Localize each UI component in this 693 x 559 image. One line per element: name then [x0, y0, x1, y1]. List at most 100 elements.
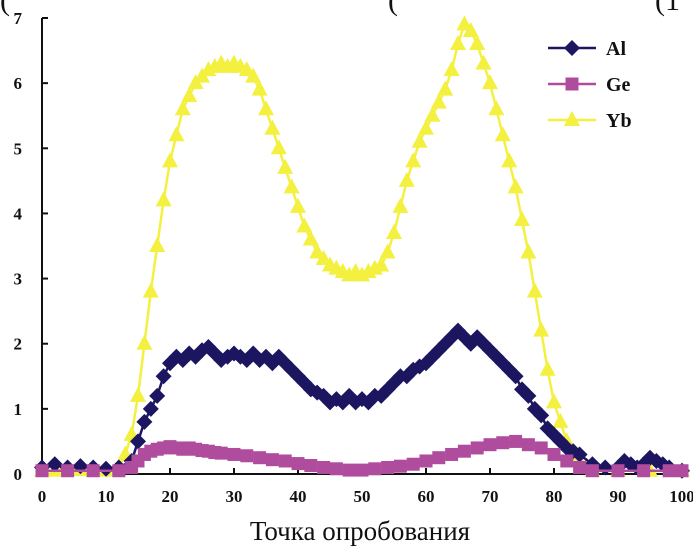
legend-marker: [564, 111, 580, 126]
data-point-al: [149, 388, 165, 404]
data-point-yb: [277, 159, 293, 174]
data-point-ge: [445, 448, 458, 461]
y-tick-label: 2: [14, 335, 23, 354]
y-tick-label: 1: [14, 400, 23, 419]
data-point-ge: [228, 448, 241, 461]
data-point-yb: [264, 120, 280, 135]
legend-entry-al: Al: [548, 38, 626, 60]
data-point-ge: [240, 449, 253, 462]
data-point-yb: [540, 361, 556, 376]
data-point-ge: [381, 461, 394, 474]
legend: Al Ge Yb: [548, 38, 632, 132]
y-tick-label: 0: [14, 465, 23, 484]
data-point-yb: [149, 237, 165, 252]
x-tick-label: 80: [546, 487, 563, 506]
data-point-yb: [392, 198, 408, 213]
data-point-yb: [533, 322, 549, 337]
data-point-yb: [162, 152, 178, 167]
data-point-ge: [535, 441, 548, 454]
data-point-ge: [471, 441, 484, 454]
data-point-yb: [399, 172, 415, 187]
data-point-yb: [412, 133, 428, 148]
data-point-yb: [444, 61, 460, 76]
data-point-yb: [181, 87, 197, 102]
legend-label: Ge: [606, 74, 631, 96]
data-point-ge: [432, 451, 445, 464]
data-point-yb: [290, 198, 306, 213]
data-point-ge: [266, 453, 279, 466]
data-point-ge: [253, 451, 266, 464]
data-point-ge: [279, 454, 292, 467]
cropped-header-text: ( ( (1: [0, 0, 680, 17]
data-point-ge: [368, 462, 381, 475]
data-point-yb: [418, 120, 434, 135]
data-point-al: [136, 414, 152, 430]
data-point-ge: [394, 460, 407, 473]
data-point-ge: [343, 464, 356, 477]
data-point-ge: [484, 438, 497, 451]
y-tick-label: 7: [14, 9, 23, 28]
data-point-ge: [292, 457, 305, 470]
data-point-ge: [215, 447, 228, 460]
data-point-ge: [663, 464, 676, 477]
data-point-ge: [330, 462, 343, 475]
data-point-yb: [424, 107, 440, 122]
data-point-yb: [405, 152, 421, 167]
data-point-ge: [586, 464, 599, 477]
y-tick-label: 5: [14, 139, 23, 158]
legend-marker: [566, 78, 579, 91]
data-point-yb: [143, 283, 159, 298]
data-point-yb: [469, 35, 485, 50]
data-point-ge: [458, 445, 471, 458]
data-point-ge: [356, 464, 369, 477]
x-tick-label: 40: [290, 487, 307, 506]
legend-entry-yb: Yb: [548, 110, 632, 132]
data-point-yb: [482, 74, 498, 89]
data-point-ge: [36, 464, 49, 477]
cropped-header-fragment: (: [388, 0, 398, 17]
data-point-yb: [252, 81, 268, 96]
legend-marker: [564, 40, 580, 56]
data-point-yb: [431, 94, 447, 109]
cropped-header-fragment: (: [0, 0, 10, 17]
legend-entry-ge: Ge: [548, 74, 631, 96]
data-point-ge: [676, 464, 689, 477]
data-point-yb: [156, 191, 172, 206]
x-tick-label: 100: [669, 487, 693, 506]
data-point-ge: [637, 464, 650, 477]
x-tick-label: 70: [482, 487, 499, 506]
data-point-yb: [296, 217, 312, 232]
data-point-yb: [175, 100, 191, 115]
x-tick-label: 10: [98, 487, 115, 506]
data-point-ge: [509, 435, 522, 448]
x-tick-label: 50: [354, 487, 371, 506]
x-tick-label: 30: [226, 487, 243, 506]
data-point-yb: [437, 81, 453, 96]
data-point-yb: [450, 35, 466, 50]
data-point-ge: [612, 464, 625, 477]
data-point-al: [156, 368, 172, 384]
data-point-ge: [61, 464, 74, 477]
cropped-header-fragment: (1: [655, 0, 680, 17]
data-point-yb: [488, 100, 504, 115]
data-point-yb: [520, 244, 536, 259]
y-tick-label: 6: [14, 74, 23, 93]
data-point-ge: [522, 438, 535, 451]
data-point-yb: [386, 224, 402, 239]
data-point-ge: [496, 436, 509, 449]
data-point-yb: [495, 126, 511, 141]
data-point-yb: [552, 413, 568, 428]
data-point-ge: [407, 458, 420, 471]
y-tick-label: 4: [14, 204, 23, 223]
y-tick-label: 3: [14, 270, 23, 289]
data-point-yb: [546, 393, 562, 408]
x-tick-label: 60: [418, 487, 435, 506]
data-point-yb: [514, 211, 530, 226]
data-point-yb: [476, 55, 492, 70]
legend-label: Yb: [606, 110, 632, 132]
data-point-yb: [380, 244, 396, 259]
data-point-ge: [420, 454, 433, 467]
data-point-yb: [303, 230, 319, 245]
